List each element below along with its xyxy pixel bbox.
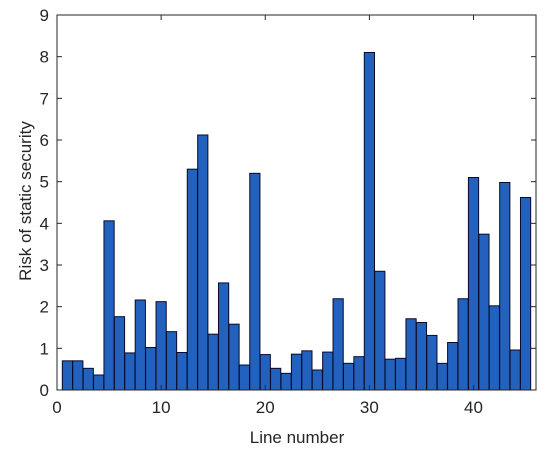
y-tick-label-9: 9: [40, 6, 49, 25]
ticks-layer: 0 10 20 30 40 0 1 2 3 4 5 6 7 8 9: [40, 6, 536, 417]
bar-10: [155, 301, 167, 391]
bar-24: [301, 350, 313, 391]
bar-38: [447, 342, 459, 391]
x-tick-label-40: 40: [464, 398, 483, 417]
y-tick-label-7: 7: [40, 89, 49, 108]
x-tick-label-10: 10: [152, 398, 171, 417]
bar-1: [61, 360, 74, 391]
bar-14: [197, 134, 209, 391]
bar-33: [395, 357, 407, 391]
bar-44: [509, 349, 521, 391]
y-tick-label-1: 1: [40, 339, 49, 358]
axes-layer: [56, 14, 537, 391]
bar-4: [93, 374, 105, 391]
bar-13: [186, 168, 198, 391]
bar-35: [415, 322, 428, 391]
bar-29: [353, 356, 365, 391]
bar-39: [457, 298, 469, 391]
bar-40: [467, 177, 480, 391]
bar-21: [270, 367, 282, 391]
bar-36: [426, 334, 438, 391]
bar-32: [384, 358, 396, 391]
bar-6: [113, 316, 126, 391]
bar-16: [218, 282, 230, 391]
bar-30: [363, 52, 375, 391]
bar-8: [134, 299, 146, 391]
bar-19: [249, 172, 261, 391]
bar-12: [176, 352, 188, 391]
bar-17: [228, 323, 240, 391]
bar-3: [82, 367, 94, 391]
bar-43: [499, 182, 511, 391]
bar-22: [280, 372, 292, 391]
bar-37: [436, 362, 448, 391]
bar-18: [238, 364, 251, 391]
bar-2: [72, 360, 84, 391]
bar-45: [519, 197, 532, 391]
bar-42: [488, 305, 500, 391]
y-tick-label-2: 2: [40, 298, 49, 317]
y-tick-label-5: 5: [40, 173, 49, 192]
x-tick-label-30: 30: [360, 398, 379, 417]
bar-31: [374, 270, 386, 391]
y-tick-label-8: 8: [40, 48, 49, 67]
bar-20: [259, 354, 271, 391]
bar-5: [103, 220, 115, 391]
bar-41: [478, 233, 490, 391]
bar-15: [207, 333, 219, 391]
x-axis-label: Line number: [250, 428, 345, 447]
y-tick-label-6: 6: [40, 131, 49, 150]
plot-frame: [56, 14, 537, 391]
y-axis-label: Risk of static security: [16, 121, 35, 281]
y-tick-label-0: 0: [40, 381, 49, 400]
bar-7: [124, 352, 136, 391]
bar-34: [405, 318, 417, 391]
y-tick-label-4: 4: [40, 214, 49, 233]
bar-25: [311, 369, 323, 391]
bar-28: [342, 362, 355, 391]
bar-27: [332, 298, 344, 391]
x-tick-label-0: 0: [52, 398, 61, 417]
bar-26: [322, 351, 334, 391]
bar-11: [165, 331, 178, 391]
bar-9: [145, 347, 157, 391]
bar-23: [290, 353, 303, 391]
y-tick-label-3: 3: [40, 256, 49, 275]
x-tick-label-20: 20: [256, 398, 275, 417]
